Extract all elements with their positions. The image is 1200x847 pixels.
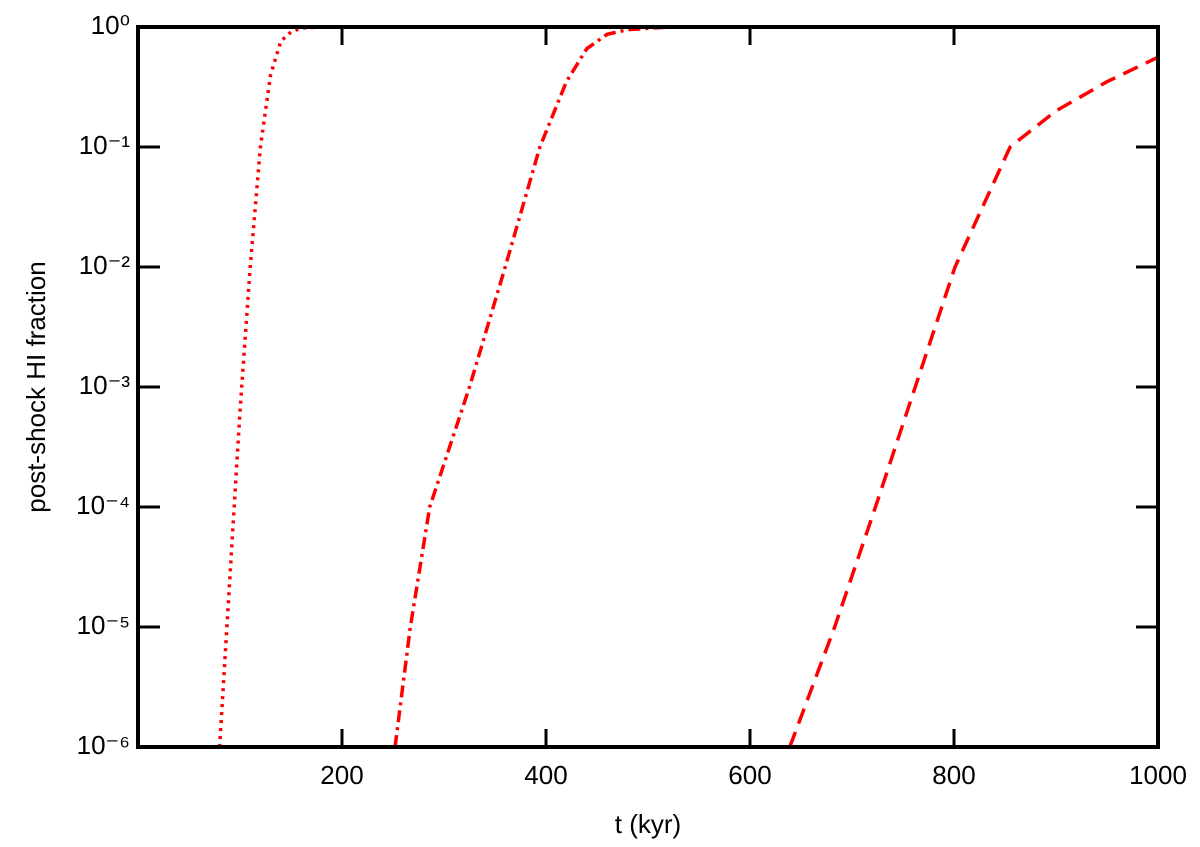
y-tick-label: 10⁻²	[79, 250, 131, 280]
y-tick-label: 10⁻³	[79, 370, 131, 400]
x-tick-label: 800	[932, 760, 975, 790]
plot-frame	[136, 25, 1160, 749]
y-tick-label: 10⁻⁶	[77, 730, 130, 760]
data-line	[393, 25, 1158, 748]
y-tick-label: 10⁻¹	[79, 130, 131, 160]
x-axis-label: t (kyr)	[615, 809, 681, 839]
y-tick-label: 10⁰	[91, 10, 130, 40]
x-tick-label: 400	[524, 760, 567, 790]
y-axis-label: post-shock HI fraction	[21, 261, 51, 512]
x-tick-label: 600	[728, 760, 771, 790]
x-tick-label: 200	[320, 760, 363, 790]
data-line	[788, 55, 1159, 748]
y-tick-label: 10⁻⁴	[76, 490, 130, 520]
data-line	[217, 25, 1158, 748]
y-tick-label: 10⁻⁵	[77, 610, 130, 640]
x-tick-label: 1000	[1129, 760, 1187, 790]
